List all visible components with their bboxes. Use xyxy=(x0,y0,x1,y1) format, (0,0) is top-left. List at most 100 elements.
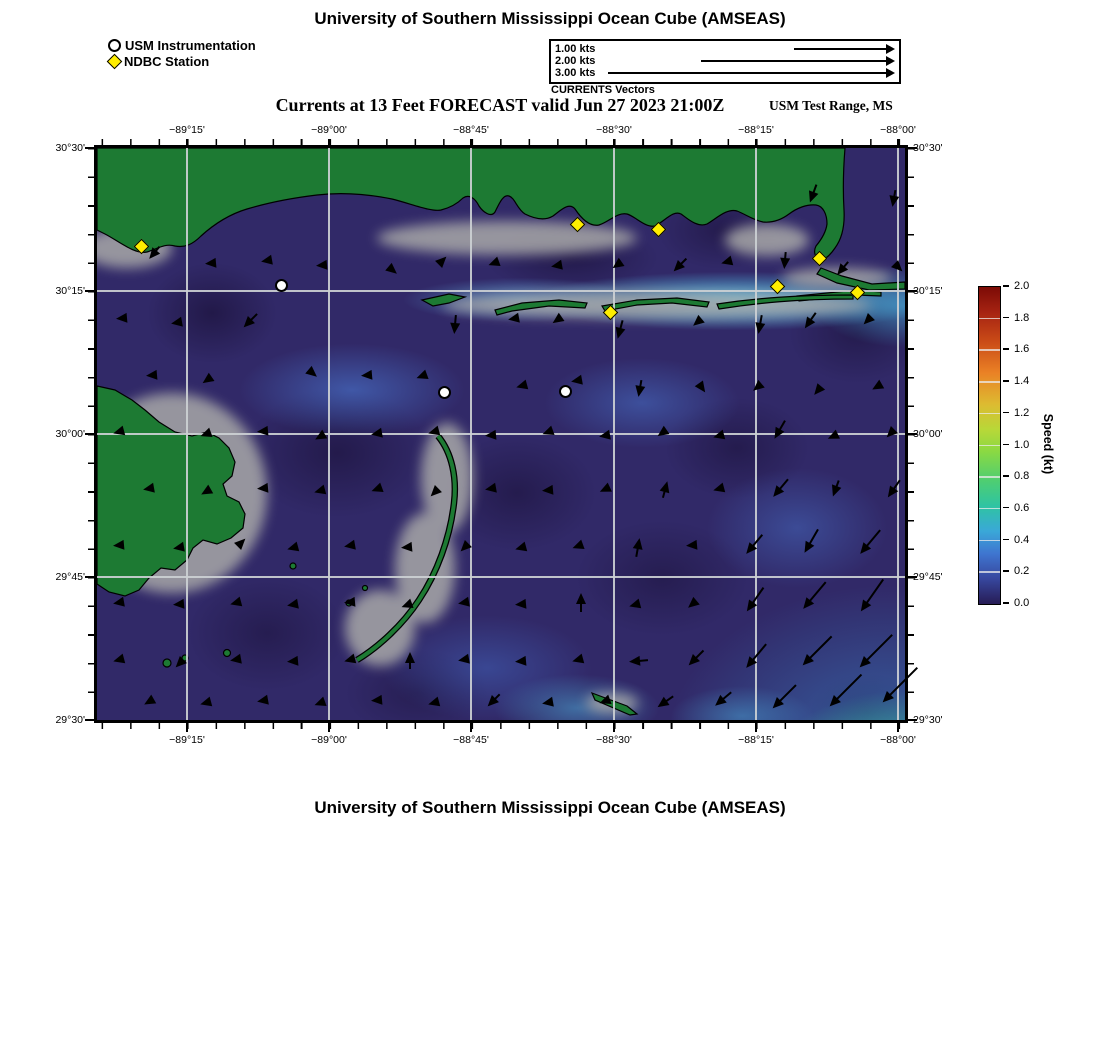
y-tick-label-right: 29°30' xyxy=(913,714,943,726)
legend-label-ndbc: NDBC Station xyxy=(124,53,210,69)
colorbar-divider xyxy=(979,412,1000,415)
current-arrow-head xyxy=(286,599,299,611)
colorbar-tick-label: 0.2 xyxy=(1014,565,1030,578)
current-arrow-head xyxy=(484,430,497,442)
x-major-tick-top xyxy=(470,139,472,148)
current-arrow-head xyxy=(172,599,185,611)
current-arrow-head xyxy=(507,313,520,325)
colorbar-tick xyxy=(1003,348,1009,350)
colorbar-tick xyxy=(1003,285,1009,287)
colorbar-tick xyxy=(1003,380,1009,382)
y-tick-label-left: 29°45' xyxy=(55,571,85,583)
x-major-tick-top xyxy=(755,139,757,148)
legend-label-usm: USM Instrumentation xyxy=(125,37,256,53)
page-title: University of Southern Mississippi Ocean… xyxy=(314,9,786,28)
usm-instrumentation-icon xyxy=(108,38,121,52)
y-major-tick-left xyxy=(85,290,94,292)
y-tick-label-right: 30°30' xyxy=(913,142,943,154)
usm-instrumentation-marker xyxy=(275,279,288,292)
y-tick-label-left: 29°30' xyxy=(55,714,85,726)
colorbar-divider xyxy=(979,381,1000,383)
colorbar-tick xyxy=(1003,538,1009,541)
vector-legend-caption: CURRENTS Vectors xyxy=(551,84,655,96)
usm-instrumentation-marker xyxy=(438,386,451,399)
y-tick-label-right: 30°15' xyxy=(913,285,943,297)
coastline-layer xyxy=(97,148,905,716)
legend-item-ndbc: NDBC Station xyxy=(106,53,256,69)
x-tick-label-bottom: −88°15' xyxy=(738,734,774,746)
y-major-tick-right xyxy=(908,433,917,435)
current-arrow-head xyxy=(541,697,554,709)
y-tick-label-left: 30°30' xyxy=(55,142,85,154)
current-arrow-head xyxy=(112,597,125,609)
colorbar-tick-label: 0.8 xyxy=(1014,470,1030,483)
current-arrow-head xyxy=(145,370,158,382)
colorbar-tick xyxy=(1003,316,1009,319)
island-arc xyxy=(355,433,459,663)
current-arrow-head xyxy=(256,426,269,438)
y-major-tick-left xyxy=(85,147,94,149)
colorbar-tick-label: 1.2 xyxy=(1014,406,1030,419)
current-arrow-head xyxy=(112,540,125,552)
x-major-tick-top xyxy=(613,139,615,148)
colorbar-tick xyxy=(1003,411,1009,414)
current-arrow-head xyxy=(343,597,356,609)
x-tick-label-bottom: −88°30' xyxy=(596,734,632,746)
x-tick-label-top: −88°15' xyxy=(738,124,774,136)
y-tick-label-right: 29°45' xyxy=(913,571,943,583)
vector-scale-line xyxy=(701,60,887,62)
x-major-tick-top xyxy=(186,139,188,148)
ndbc-station-icon xyxy=(106,53,123,69)
y-major-tick-left xyxy=(85,719,94,721)
footer-title: University of Southern Mississippi Ocean… xyxy=(314,798,786,817)
colorbar-tick xyxy=(1003,602,1009,604)
colorbar-tick-label: 1.6 xyxy=(1014,343,1030,356)
x-tick-label-bottom: −89°15' xyxy=(169,734,205,746)
x-major-tick-bottom xyxy=(897,723,899,732)
x-tick-label-top: −88°00' xyxy=(880,124,916,136)
x-axis-minor-ticks-bottom xyxy=(97,723,905,729)
current-arrow-head xyxy=(172,542,185,554)
colorbar-tick-label: 0.4 xyxy=(1014,533,1030,546)
current-arrow-head xyxy=(370,695,383,707)
map-plot-area xyxy=(94,145,918,723)
colorbar-divider xyxy=(979,507,1000,510)
colorbar-tick-label: 1.4 xyxy=(1014,375,1030,388)
x-major-tick-bottom xyxy=(186,723,188,732)
vector-scale-arrowhead xyxy=(886,55,895,66)
current-arrow-head xyxy=(256,483,269,495)
colorbar-divider xyxy=(979,349,1000,351)
colorbar-divider xyxy=(979,539,1000,542)
current-arrow-head xyxy=(570,375,583,387)
current-arrow-head xyxy=(229,654,242,666)
y-major-tick-right xyxy=(908,576,917,578)
x-tick-label-bottom: −88°45' xyxy=(453,734,489,746)
colorbar-tick-label: 1.8 xyxy=(1014,311,1030,324)
colorbar-divider xyxy=(979,317,1000,320)
vector-scale-row-3: 3.00 kts xyxy=(555,67,595,79)
current-arrow-head xyxy=(256,695,269,707)
current-arrow-head xyxy=(343,540,356,552)
y-tick-label-left: 30°15' xyxy=(55,285,85,297)
x-tick-label-top: −89°00' xyxy=(311,124,347,136)
current-arrow-head xyxy=(170,317,183,329)
vector-scale-arrowhead xyxy=(886,43,895,54)
current-arrow-head xyxy=(360,370,373,382)
current-arrow-head xyxy=(457,654,470,666)
current-arrow-head xyxy=(457,597,470,609)
y-major-tick-right xyxy=(908,147,917,149)
current-arrow-shaft xyxy=(580,601,582,612)
current-arrow-head xyxy=(315,260,328,272)
region-label: USM Test Range, MS xyxy=(769,98,893,113)
legend-item-usm: USM Instrumentation xyxy=(108,37,256,53)
colorbar-divider xyxy=(979,476,1000,478)
vector-scale-line xyxy=(794,48,887,50)
colorbar-divider xyxy=(979,571,1000,573)
colorbar-tick xyxy=(1003,570,1009,572)
x-tick-label-bottom: −88°00' xyxy=(880,734,916,746)
vector-scale-arrowhead xyxy=(886,67,895,78)
current-arrow-head xyxy=(115,313,128,325)
colorbar-divider xyxy=(979,444,1000,447)
current-arrow-head xyxy=(514,656,527,668)
x-major-tick-bottom xyxy=(613,723,615,732)
